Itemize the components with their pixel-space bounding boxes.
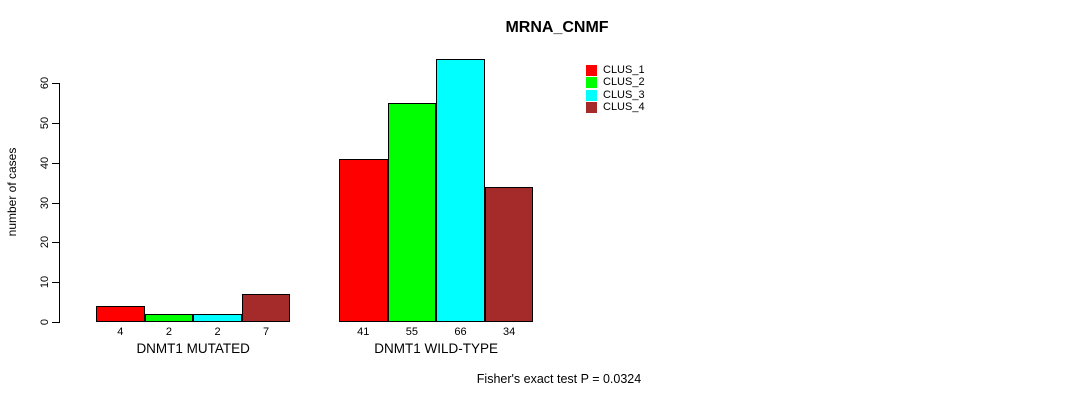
y-tick-label-40: 40 bbox=[39, 156, 51, 170]
y-tick-30 bbox=[52, 202, 60, 204]
footnote-text: Fisher's exact test P = 0.0324 bbox=[476, 372, 642, 386]
legend-swatch-clus-3 bbox=[586, 89, 597, 101]
legend-swatch-clus-4 bbox=[586, 101, 597, 113]
category-label-dnmt1-wild-type: DNMT1 WILD-TYPE bbox=[374, 341, 499, 356]
y-tick-label-30: 30 bbox=[39, 196, 51, 210]
bar-value-clus-4-dnmt1-wild-type: 34 bbox=[502, 326, 516, 338]
bar-value-clus-4-dnmt1-mutated: 7 bbox=[263, 326, 270, 338]
bar-clus-4-dnmt1-mutated bbox=[242, 294, 290, 322]
category-label-dnmt1-mutated: DNMT1 MUTATED bbox=[136, 341, 250, 356]
legend: CLUS_1 CLUS_2 CLUS_3 CLUS_4 bbox=[586, 65, 645, 114]
chart-title: MRNA_CNMF bbox=[505, 19, 609, 36]
bar-clus-2-dnmt1-wild-type bbox=[388, 103, 436, 322]
y-tick-label-0: 0 bbox=[39, 318, 51, 326]
legend-swatch-clus-2 bbox=[586, 77, 597, 89]
legend-swatch-clus-1 bbox=[586, 65, 597, 76]
legend-item-clus-1: CLUS_1 bbox=[586, 65, 645, 76]
legend-item-clus-2: CLUS_2 bbox=[586, 76, 645, 89]
y-tick-label-10: 10 bbox=[39, 275, 51, 289]
bar-clus-3-dnmt1-mutated bbox=[193, 314, 242, 322]
bar-clus-2-dnmt1-mutated bbox=[145, 314, 193, 322]
bar-clus-1-dnmt1-wild-type bbox=[339, 159, 388, 322]
bar-clus-1-dnmt1-mutated bbox=[96, 306, 145, 322]
legend-item-clus-4: CLUS_4 bbox=[586, 100, 645, 113]
y-tick-60 bbox=[52, 82, 60, 84]
legend-label-clus-4: CLUS_4 bbox=[603, 100, 645, 113]
y-axis-title: number of cases bbox=[5, 147, 19, 237]
y-tick-label-50: 50 bbox=[39, 116, 51, 130]
bar-value-clus-3-dnmt1-mutated: 2 bbox=[214, 326, 221, 338]
bar-value-clus-3-dnmt1-wild-type: 66 bbox=[454, 326, 467, 338]
bar-clus-4-dnmt1-wild-type bbox=[485, 187, 533, 322]
y-tick-label-60: 60 bbox=[39, 76, 51, 90]
bar-value-clus-1-dnmt1-wild-type: 41 bbox=[357, 326, 370, 338]
bar-clus-3-dnmt1-wild-type bbox=[436, 59, 485, 322]
legend-label-clus-3: CLUS_3 bbox=[603, 88, 645, 101]
y-tick-50 bbox=[52, 122, 60, 124]
legend-label-clus-2: CLUS_2 bbox=[603, 76, 645, 89]
y-tick-label-20: 20 bbox=[39, 235, 51, 249]
legend-label-clus-1: CLUS_1 bbox=[603, 64, 645, 76]
y-tick-40 bbox=[52, 162, 60, 164]
legend-item-clus-3: CLUS_3 bbox=[586, 88, 645, 101]
y-tick-10 bbox=[52, 281, 60, 283]
bar-value-clus-2-dnmt1-wild-type: 55 bbox=[405, 326, 419, 338]
y-tick-20 bbox=[52, 241, 60, 243]
bar-value-clus-1-dnmt1-mutated: 4 bbox=[117, 326, 124, 338]
bar-value-clus-2-dnmt1-mutated: 2 bbox=[165, 326, 172, 338]
y-tick-0 bbox=[52, 321, 60, 323]
